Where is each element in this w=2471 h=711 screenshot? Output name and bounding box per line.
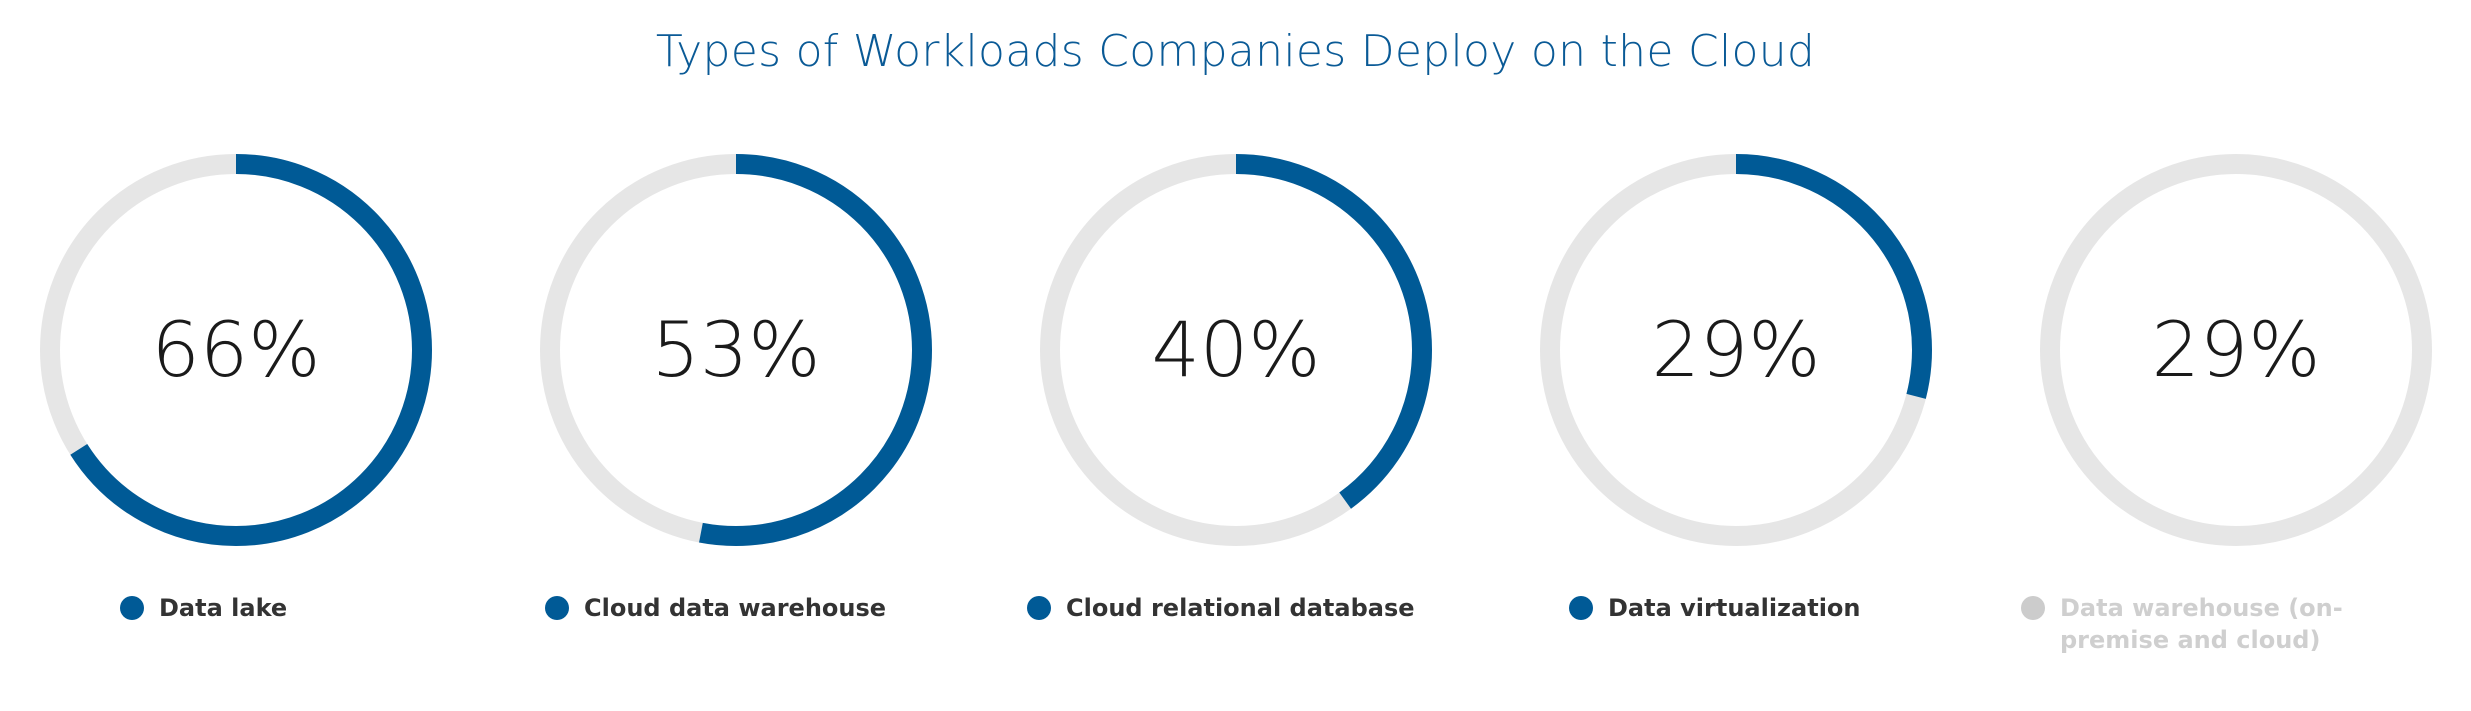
donut-1: 66% bbox=[40, 154, 432, 546]
donut-5: 29% bbox=[2040, 154, 2432, 546]
legend-label: Data lake bbox=[159, 594, 288, 622]
donut-3: 40% bbox=[1040, 154, 1432, 546]
legend-swatch bbox=[120, 596, 144, 620]
donut-value-label: 66% bbox=[152, 305, 321, 394]
donut-arc bbox=[1540, 154, 1932, 546]
legend-label: Data virtualization bbox=[1608, 594, 1861, 622]
legend-item: Cloud data warehouse bbox=[545, 592, 965, 624]
legend-item: Cloud relational database bbox=[1027, 592, 1507, 624]
legend-swatch bbox=[2021, 596, 2045, 620]
legend-item: Data lake bbox=[120, 592, 500, 624]
donut-value-label: 29% bbox=[1652, 305, 1821, 394]
donut-value-label: 53% bbox=[652, 305, 821, 394]
donut-arc bbox=[540, 154, 932, 546]
donut-track bbox=[2040, 154, 2432, 546]
chart-title: Types of Workloads Companies Deploy on t… bbox=[655, 26, 1816, 77]
legend-label: Cloud data warehouse bbox=[584, 594, 887, 622]
donut-arc bbox=[1040, 154, 1432, 546]
legend-swatch bbox=[1027, 596, 1051, 620]
legend-item: Data warehouse (on-premise and cloud) bbox=[2021, 592, 2441, 656]
donut-value-label: 29% bbox=[2152, 305, 2321, 394]
legend-label: Data warehouse (on-premise and cloud) bbox=[2060, 594, 2343, 654]
donut-4: 29% bbox=[1540, 154, 1932, 546]
legend-item: Data virtualization bbox=[1569, 592, 1929, 624]
donut-arc bbox=[40, 154, 432, 546]
legend-swatch bbox=[1569, 596, 1593, 620]
donut-value-label: 40% bbox=[1152, 305, 1321, 394]
legend-label: Cloud relational database bbox=[1066, 594, 1415, 622]
donut-2: 53% bbox=[540, 154, 932, 546]
legend-swatch bbox=[545, 596, 569, 620]
